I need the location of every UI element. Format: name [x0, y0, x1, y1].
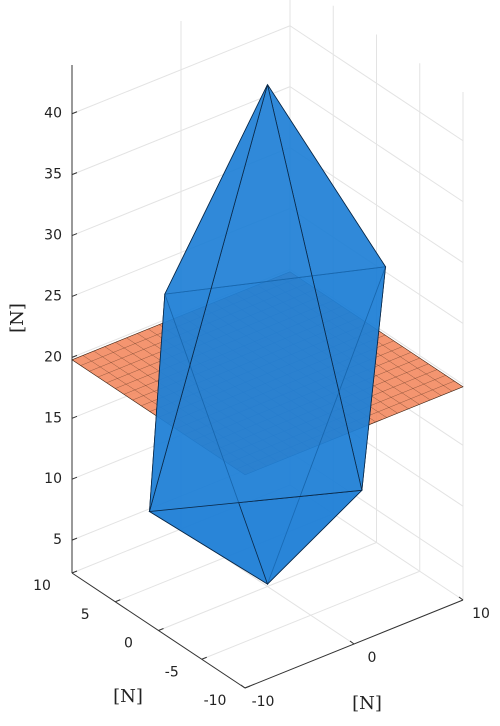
- tick-mark: [158, 628, 164, 631]
- tick-mark: [71, 111, 78, 115]
- z-tick-label: 35: [44, 167, 62, 183]
- x-axis-label: [N]: [352, 693, 382, 714]
- tick-mark: [244, 685, 251, 689]
- z-axis-label: [N]: [7, 303, 28, 333]
- grid-line: [71, 25, 291, 115]
- tick-mark: [349, 640, 355, 645]
- y-tick-label: 10: [33, 578, 51, 594]
- tick-mark: [71, 415, 78, 419]
- tick-mark: [240, 684, 246, 689]
- z-tick-label: 10: [44, 471, 62, 487]
- tick-mark: [71, 233, 78, 237]
- tick-mark: [71, 293, 78, 297]
- y-tick-label: 5: [81, 607, 90, 623]
- tick-mark: [458, 596, 464, 601]
- grid-line: [158, 542, 377, 631]
- z-tick-label: 15: [44, 410, 62, 426]
- z-tick-label: 25: [44, 288, 62, 304]
- tick-mark: [71, 172, 78, 176]
- y-tick-label: -10: [204, 693, 227, 709]
- grid-line: [289, 86, 464, 203]
- y-tick-label: -5: [165, 664, 179, 680]
- grid-line: [289, 25, 464, 142]
- tick-mark: [115, 599, 121, 603]
- y-tick-label: 0: [124, 636, 133, 652]
- z-tick-label: 5: [53, 532, 62, 548]
- polytope-face: [149, 84, 268, 512]
- x-tick-label: 10: [472, 606, 490, 622]
- z-tick-label: 20: [44, 349, 62, 365]
- tick-mark: [71, 570, 78, 574]
- grid-line: [71, 86, 291, 176]
- z-tick-label: 40: [44, 106, 62, 122]
- tick-mark: [71, 354, 78, 358]
- tick-mark: [71, 476, 78, 480]
- grid-line: [201, 570, 420, 660]
- x-tick-label: 0: [368, 650, 377, 666]
- plot-area: [71, 83, 464, 586]
- z-tick-label: 30: [44, 228, 62, 244]
- x-tick-label: -10: [252, 694, 275, 710]
- y-axis-label: [N]: [113, 686, 143, 707]
- tick-mark: [71, 537, 78, 541]
- tick-mark: [201, 656, 207, 660]
